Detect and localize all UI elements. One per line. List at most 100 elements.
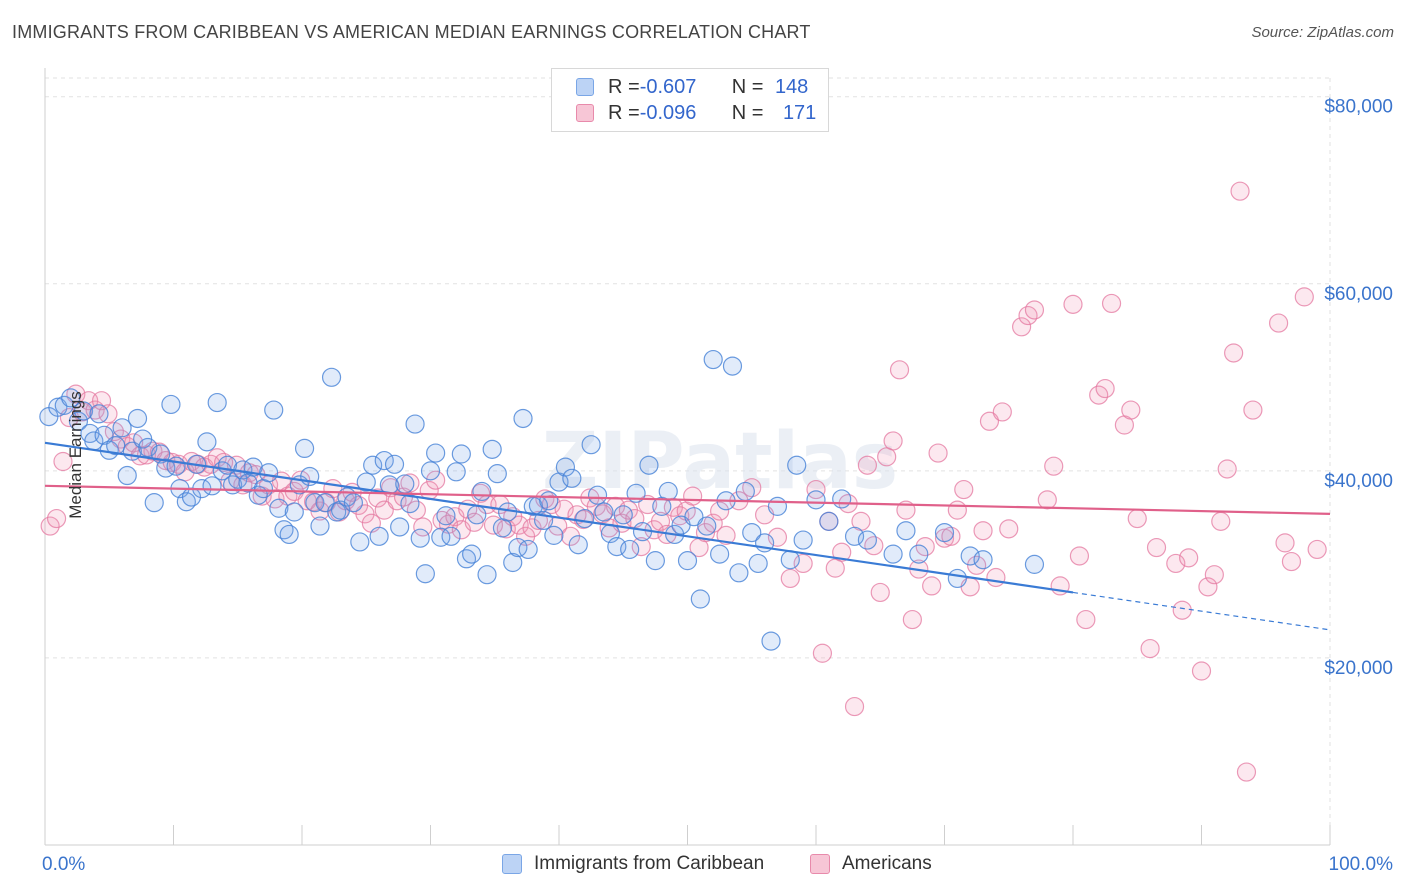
americans-point <box>812 643 833 663</box>
caribbean-point <box>112 418 132 438</box>
americans-point <box>1063 294 1083 314</box>
caribbean-point <box>620 539 640 560</box>
americans-point <box>857 455 878 475</box>
caribbean-point <box>883 544 903 564</box>
americans-point <box>40 516 60 536</box>
caribbean-point <box>472 481 492 502</box>
caribbean-point <box>356 472 376 492</box>
americans-point <box>844 696 865 717</box>
legend-r-value: -0.607 <box>639 75 697 98</box>
caribbean-point <box>973 550 993 570</box>
americans-point <box>1224 343 1244 363</box>
caribbean-point <box>264 400 284 420</box>
caribbean-point <box>562 468 582 488</box>
caribbean-point <box>742 522 762 543</box>
americans-point <box>1204 565 1224 585</box>
legend-row-caribbean: R = -0.607 N = 148 <box>576 75 808 99</box>
caribbean-point <box>305 493 325 513</box>
caribbean-point <box>645 551 665 571</box>
y-tick-label: $60,000 <box>1324 284 1393 305</box>
caribbean-point <box>269 498 289 518</box>
caribbean-point <box>279 524 299 545</box>
caribbean-trend-extension <box>1072 591 1331 631</box>
caribbean-point <box>819 511 839 531</box>
caribbean-point <box>321 367 342 387</box>
americans-point <box>46 508 67 529</box>
caribbean-point <box>539 491 559 511</box>
caribbean-point <box>350 532 370 552</box>
chart-title: IMMIGRANTS FROM CARIBBEAN VS AMERICAN ME… <box>12 22 811 42</box>
caribbean-point <box>61 388 81 408</box>
americans-point <box>877 447 897 467</box>
americans-point <box>1191 661 1212 681</box>
americans-point <box>1024 300 1045 320</box>
caribbean-point <box>960 546 980 566</box>
americans-point <box>1230 181 1250 201</box>
americans-point <box>806 479 826 500</box>
americans-point <box>954 479 974 500</box>
caribbean-point <box>575 508 595 529</box>
americans-point <box>1101 293 1122 314</box>
americans-point <box>710 501 730 521</box>
caribbean-point <box>710 544 730 564</box>
caribbean-point <box>127 408 148 429</box>
americans-point <box>631 537 651 557</box>
caribbean-point <box>374 450 394 471</box>
caribbean-point <box>482 439 502 459</box>
americans-point <box>683 486 703 506</box>
caribbean-point <box>207 392 227 413</box>
caribbean-point <box>68 411 89 431</box>
legend-swatch-americans <box>576 104 594 122</box>
y-axis-label: Median Earnings <box>65 391 85 519</box>
caribbean-point <box>767 496 788 516</box>
caribbean-point <box>761 631 781 651</box>
caribbean-points <box>39 349 1045 651</box>
caribbean-point <box>73 401 94 421</box>
caribbean-point <box>780 550 800 570</box>
bottom-legend-swatch-caribbean <box>502 854 522 874</box>
caribbean-point <box>729 563 749 583</box>
caribbean-point <box>735 481 755 502</box>
caribbean-point <box>844 526 865 546</box>
americans-point <box>1044 456 1064 476</box>
bottom-legend-label-caribbean: Immigrants from Caribbean <box>534 853 765 874</box>
caribbean-point <box>793 530 813 550</box>
legend-swatch-caribbean <box>576 78 594 96</box>
caribbean-point <box>513 408 533 429</box>
source-label: Source: ZipAtlas.com <box>1251 24 1394 41</box>
americans-point <box>53 451 73 472</box>
caribbean-point <box>722 356 743 376</box>
tick-labels: $20,000 $40,000 $60,000 $80,000 0.0% 100.0% <box>42 97 1393 875</box>
caribbean-point <box>405 414 425 434</box>
caribbean-point <box>787 455 807 475</box>
x-tick-label-min: 0.0% <box>42 854 85 875</box>
caribbean-point <box>197 432 217 452</box>
americans-point <box>1076 609 1096 630</box>
caribbean-point <box>934 522 955 543</box>
caribbean-point <box>690 589 710 609</box>
caribbean-point <box>857 530 878 550</box>
y-tick-label: $40,000 <box>1324 471 1393 492</box>
americans-point <box>1179 548 1199 568</box>
caribbean-point <box>703 349 723 370</box>
legend-n-value: 148 <box>774 75 809 98</box>
caribbean-point <box>487 464 507 484</box>
legend-r-value: -0.096 <box>639 101 697 124</box>
caribbean-point <box>613 505 633 525</box>
caribbean-point <box>451 444 471 464</box>
americans-point <box>1146 537 1167 558</box>
americans-point <box>1294 287 1314 307</box>
caribbean-point <box>89 404 109 424</box>
americans-point <box>902 609 922 630</box>
caribbean-point <box>896 521 916 541</box>
caribbean-point <box>832 489 852 509</box>
americans-point <box>374 500 394 520</box>
caribbean-point <box>117 465 137 486</box>
caribbean-point <box>395 474 415 494</box>
americans-point <box>1011 317 1032 337</box>
americans-point <box>1121 400 1141 420</box>
americans-point <box>883 431 903 451</box>
americans-point <box>870 582 890 603</box>
caribbean-point <box>594 502 614 522</box>
americans-point <box>1127 508 1147 529</box>
